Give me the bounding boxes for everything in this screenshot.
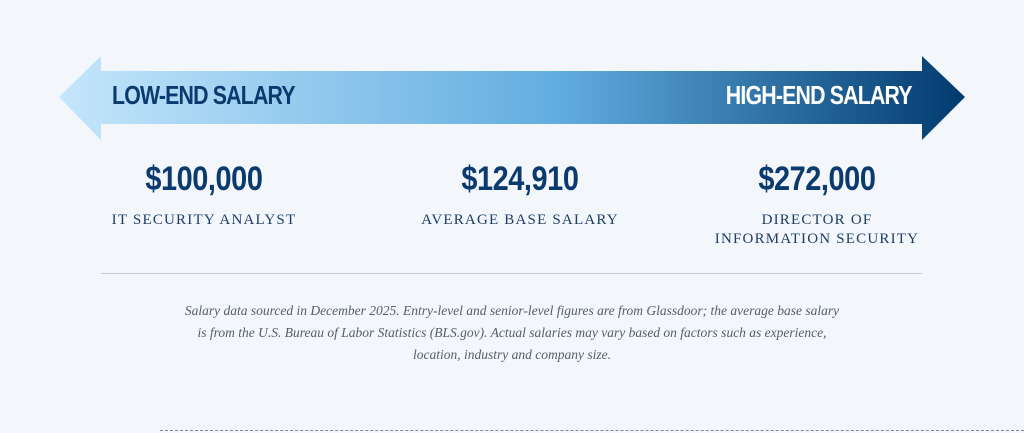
high-end-salary-label: HIGH-END SALARY [726, 80, 913, 110]
salary-amount: $100,000 [145, 160, 263, 198]
salary-range-arrow [59, 56, 965, 140]
salary-role-line: DIRECTOR OF [761, 212, 873, 228]
salary-amount: $124,910 [461, 160, 579, 198]
salary-role-line: INFORMATION SECURITY [714, 231, 920, 247]
footnote: Salary data sourced in December 2025. En… [184, 303, 840, 362]
divider [101, 273, 922, 274]
salary-role: DIRECTOR OF INFORMATION SECURITY [667, 211, 967, 249]
salary-average: $124,910 AVERAGE BASE SALARY [370, 160, 670, 230]
salary-role: AVERAGE BASE SALARY [421, 212, 619, 228]
dashed-divider [160, 430, 1024, 431]
salary-high: $272,000 DIRECTOR OF INFORMATION SECURIT… [667, 160, 967, 249]
salary-amount: $272,000 [758, 160, 876, 198]
arrow-shape [59, 56, 965, 140]
low-end-salary-label: LOW-END SALARY [112, 80, 296, 110]
salary-low: $100,000 IT SECURITY ANALYST [54, 160, 354, 230]
salary-role: IT SECURITY ANALYST [111, 212, 297, 228]
